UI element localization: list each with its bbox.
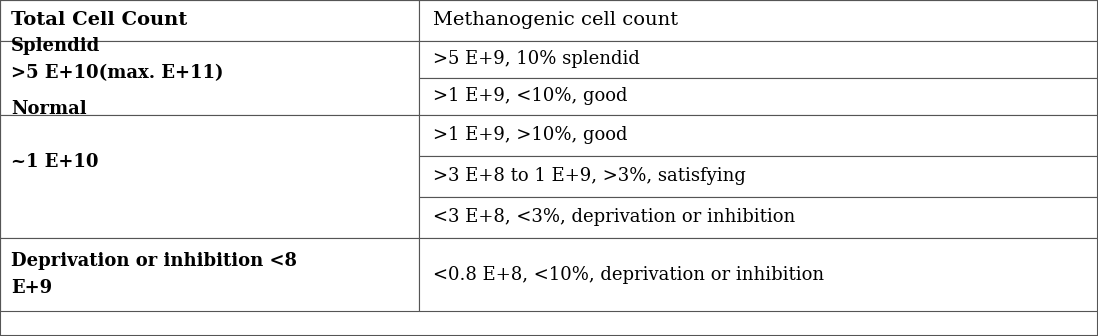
Bar (419, 78, 1098, 115)
Text: >1 E+9, <10%, good: >1 E+9, <10%, good (433, 87, 627, 105)
Text: <0.8 E+8, <10%, deprivation or inhibition: <0.8 E+8, <10%, deprivation or inhibitio… (433, 265, 824, 284)
Text: Methanogenic cell count: Methanogenic cell count (433, 11, 677, 30)
Text: Total Cell Count: Total Cell Count (11, 11, 188, 30)
Bar (419, 238, 1098, 311)
Bar (419, 0, 1098, 41)
Bar (0, 115, 419, 238)
Text: Deprivation or inhibition <8
E+9: Deprivation or inhibition <8 E+9 (11, 252, 296, 297)
Bar (0, 0, 419, 41)
Bar (0, 238, 419, 311)
Text: Splendid
>5 E+10(max. E+11): Splendid >5 E+10(max. E+11) (11, 37, 224, 82)
Text: >1 E+9, >10%, good: >1 E+9, >10%, good (433, 126, 627, 144)
Bar (0, 41, 419, 115)
Text: >3 E+8 to 1 E+9, >3%, satisfying: >3 E+8 to 1 E+9, >3%, satisfying (433, 167, 746, 185)
Bar (419, 115, 1098, 156)
Bar (419, 197, 1098, 238)
Bar (419, 41, 1098, 78)
Text: >5 E+9, 10% splendid: >5 E+9, 10% splendid (433, 50, 639, 69)
Text: Normal

~1 E+10: Normal ~1 E+10 (11, 100, 99, 171)
Text: <3 E+8, <3%, deprivation or inhibition: <3 E+8, <3%, deprivation or inhibition (433, 208, 795, 226)
Bar (419, 156, 1098, 197)
